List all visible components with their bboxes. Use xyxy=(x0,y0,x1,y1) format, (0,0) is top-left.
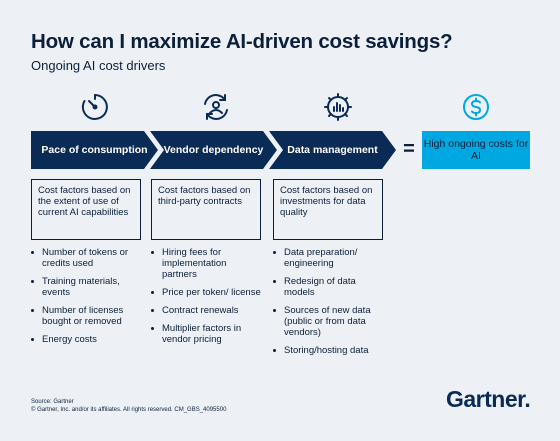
cost-factor-list-vendor: Hiring fees for implementation partners … xyxy=(151,247,263,352)
dollar-icon xyxy=(459,90,493,124)
cost-factor-list-data: Data preparation/ engineering Redesign o… xyxy=(273,247,385,363)
gartner-logo: Gartner. xyxy=(446,386,531,412)
equals-sign: = xyxy=(403,138,415,160)
driver-chevron-vendor: Vendor dependency xyxy=(150,131,277,169)
driver-label: Pace of consumption xyxy=(41,144,148,156)
description-box-vendor: Cost factors based on third-party contra… xyxy=(151,179,261,240)
vendor-exchange-icon xyxy=(199,90,233,124)
page-subtitle: Ongoing AI cost drivers xyxy=(31,58,166,73)
result-label: High ongoing costs for AI xyxy=(423,138,529,162)
driver-chevron-consumption: Pace of consumption xyxy=(31,131,158,169)
cost-factor-list-consumption: Number of tokens or credits used Trainin… xyxy=(31,247,143,352)
list-item: Data preparation/ engineering xyxy=(273,247,385,269)
description-box-consumption: Cost factors based on the extent of use … xyxy=(31,179,141,240)
list-item: Storing/hosting data xyxy=(273,345,385,356)
source-note: Source: Gartner © Gartner, Inc. and/or i… xyxy=(31,398,226,414)
description-box-data: Cost factors based on investments for da… xyxy=(273,179,383,240)
list-item: Price per token/ license xyxy=(151,287,263,298)
copyright-text: © Gartner, Inc. and/or its affiliates. A… xyxy=(31,407,227,413)
data-chart-icon xyxy=(321,90,355,124)
list-item: Contract renewals xyxy=(151,305,263,316)
list-item: Training materials, events xyxy=(31,276,143,298)
list-item: Number of tokens or credits used xyxy=(31,247,143,269)
list-item: Redesign of data models xyxy=(273,276,385,298)
list-item: Hiring fees for implementation partners xyxy=(151,247,263,280)
timer-icon xyxy=(78,90,112,124)
driver-label: Data management xyxy=(287,144,378,156)
driver-chevron-data: Data management xyxy=(269,131,396,169)
list-item: Energy costs xyxy=(31,334,143,345)
list-item: Multiplier factors in vendor pricing xyxy=(151,323,263,345)
list-item: Number of licenses bought or removed xyxy=(31,305,143,327)
page-title: How can I maximize AI-driven cost saving… xyxy=(31,30,453,53)
result-box: High ongoing costs for AI xyxy=(422,131,530,169)
list-item: Sources of new data (public or from data… xyxy=(273,305,385,338)
driver-label: Vendor dependency xyxy=(163,144,264,156)
source-text: Source: Gartner xyxy=(31,399,74,405)
